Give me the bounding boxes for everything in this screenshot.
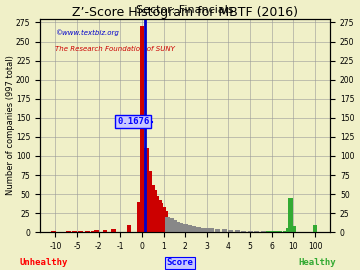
Bar [204,228,209,232]
Bar [78,231,83,232]
Bar [312,225,317,232]
Bar [283,231,288,232]
Bar [278,231,282,232]
Bar [155,195,159,232]
Bar [144,148,149,232]
Bar [270,231,275,232]
Bar [271,231,276,232]
Bar [200,228,205,232]
Bar [254,231,259,232]
Text: Sector: Financials: Sector: Financials [136,5,234,15]
Bar [147,171,152,232]
Bar [85,231,90,232]
Bar [187,225,192,232]
Bar [138,202,142,232]
Bar [150,185,155,232]
Bar [266,231,271,232]
Bar [172,220,177,232]
Bar [66,231,71,232]
Text: Score: Score [167,258,193,267]
Bar [163,211,168,232]
Y-axis label: Number of companies (997 total): Number of companies (997 total) [5,56,14,195]
Bar [196,227,201,232]
Bar [158,203,163,232]
Bar [166,217,170,232]
Bar [175,222,180,232]
Bar [179,223,183,232]
Bar [248,231,252,232]
Bar [94,230,99,232]
Bar [235,230,239,232]
Bar [222,229,226,232]
Bar [285,228,291,232]
Bar [215,229,220,232]
Text: The Research Foundation of SUNY: The Research Foundation of SUNY [55,46,175,52]
Bar [209,228,213,232]
Bar [157,200,162,232]
Bar [140,26,144,232]
Text: Unhealthy: Unhealthy [19,258,67,267]
Text: ©www.textbiz.org: ©www.textbiz.org [55,29,118,36]
Text: Healthy: Healthy [298,258,336,267]
Bar [103,230,108,232]
Bar [291,226,296,232]
Title: Z’-Score Histogram for MBTF (2016): Z’-Score Histogram for MBTF (2016) [72,6,298,19]
Bar [91,231,96,232]
Bar [288,198,293,232]
Bar [261,231,266,232]
Bar [72,231,77,232]
Bar [241,231,246,232]
Bar [153,190,157,232]
Text: 0.1676: 0.1676 [117,117,149,126]
Bar [126,225,131,232]
Bar [192,226,196,232]
Bar [111,229,116,232]
Bar [274,231,279,232]
Bar [161,207,166,232]
Bar [183,224,188,232]
Bar [169,218,174,232]
Bar [51,231,55,232]
Bar [228,230,233,232]
